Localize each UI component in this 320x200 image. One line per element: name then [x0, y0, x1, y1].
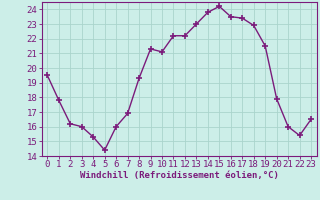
X-axis label: Windchill (Refroidissement éolien,°C): Windchill (Refroidissement éolien,°C)	[80, 171, 279, 180]
